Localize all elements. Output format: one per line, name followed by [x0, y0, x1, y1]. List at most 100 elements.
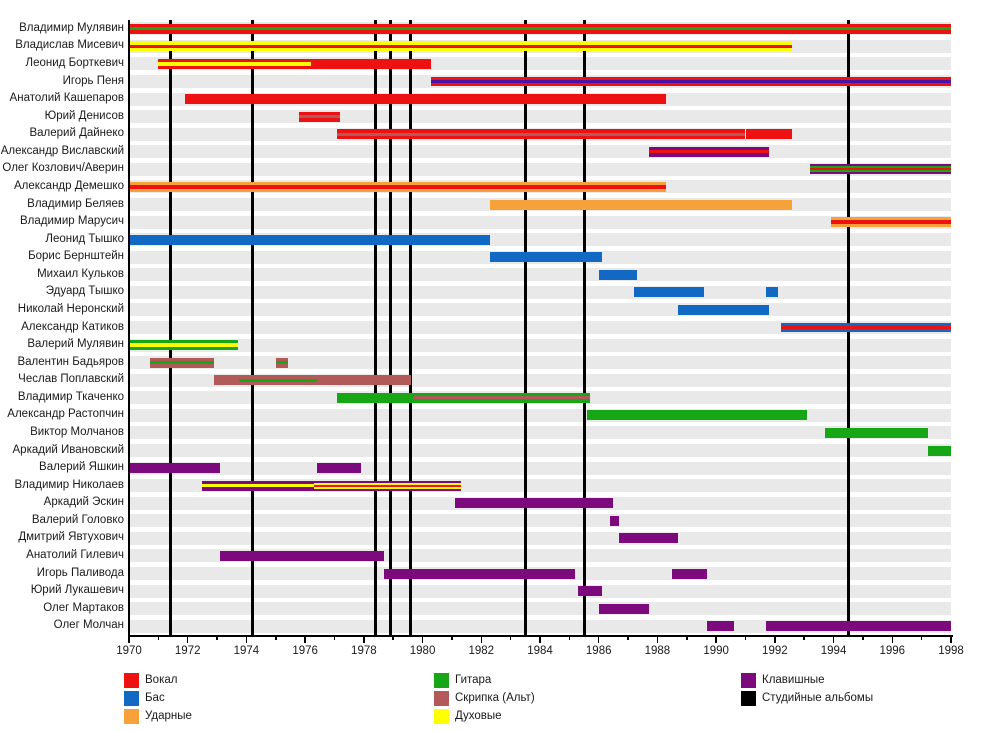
tenure-bar	[431, 76, 951, 87]
tenure-bar	[927, 445, 951, 456]
tenure-bar	[610, 515, 620, 526]
tenure-bar	[130, 181, 667, 192]
role-layer-vocal	[311, 58, 432, 69]
member-label: Александр Демешко	[13, 179, 124, 192]
tenure-bar	[810, 164, 951, 175]
minor-tick	[509, 637, 512, 640]
role-layer-vocal	[745, 129, 793, 140]
role-layer-keys	[384, 568, 576, 579]
role-layer-vocal	[130, 44, 793, 48]
minor-tick	[157, 637, 160, 640]
role-layer-keys	[313, 480, 461, 483]
tenure-bar	[824, 427, 928, 438]
tenure-bar	[648, 146, 769, 157]
tenure-bar	[337, 129, 746, 140]
role-layer-bass	[780, 329, 951, 333]
role-layer-guitar	[149, 360, 215, 365]
role-layer-bass	[130, 234, 491, 245]
role-layer-keys	[578, 586, 602, 597]
member-label: Аркадий Эскин	[43, 496, 124, 509]
member-label: Владимир Беляев	[27, 197, 124, 210]
minor-tick	[862, 637, 864, 640]
role-layer-strings	[299, 114, 341, 119]
minor-tick	[803, 637, 805, 640]
role-layer-vocal	[184, 94, 667, 105]
minor-tick	[392, 637, 394, 640]
row-band	[129, 356, 951, 370]
tenure-bar	[633, 287, 705, 298]
x-tick-label: 1976	[292, 645, 318, 657]
tenure-bar	[313, 480, 461, 491]
studio-album-line	[250, 20, 254, 635]
x-tick-label: 1970	[116, 645, 142, 657]
legend-label: Ударные	[145, 710, 192, 722]
role-layer-bass	[766, 287, 778, 298]
member-label: Валерий Головко	[31, 513, 124, 526]
legend-label: Студийные альбомы	[762, 692, 874, 704]
role-layer-vocal	[158, 58, 311, 63]
role-layer-drums	[130, 181, 667, 186]
major-tick	[186, 637, 189, 643]
role-layer-drums	[490, 199, 793, 210]
member-label: Олег Молчан	[53, 619, 124, 632]
x-tick-label: 1996	[879, 645, 906, 657]
tenure-bar	[454, 498, 614, 509]
role-layer-keys	[810, 164, 951, 167]
tenure-bar	[130, 234, 491, 245]
legend-label: Бас	[145, 692, 165, 704]
role-layer-wind	[130, 343, 238, 347]
role-layer-wind	[130, 41, 793, 45]
role-layer-vocal	[431, 76, 951, 80]
row-band	[129, 268, 951, 282]
tenure-bar	[130, 340, 238, 351]
studio-album-line	[582, 20, 586, 635]
minor-tick	[627, 637, 629, 640]
tenure-bar	[130, 463, 220, 474]
minor-tick	[216, 637, 218, 640]
member-label: Юрий Денисов	[44, 109, 124, 122]
tenure-bar	[184, 94, 667, 105]
tenure-bar	[214, 375, 240, 386]
major-tick	[363, 637, 365, 643]
tenure-bar	[766, 287, 778, 298]
role-layer-guitar	[275, 360, 288, 365]
member-label: Валерий Яшкин	[39, 461, 124, 474]
role-layer-vocal	[313, 484, 461, 487]
tenure-bar	[220, 550, 385, 561]
x-tick-label: 1982	[468, 645, 495, 657]
role-layer-guitar	[824, 427, 928, 438]
tenure-bar	[384, 568, 576, 579]
role-layer-strings	[316, 375, 411, 386]
role-layer-keys_dark	[431, 79, 951, 84]
role-layer-strings	[239, 375, 317, 379]
member-label: Юрий Лукашевич	[30, 584, 124, 597]
role-layer-keys	[202, 480, 314, 484]
member-label: Чеслав Поплавский	[18, 373, 124, 386]
role-layer-wind	[313, 486, 461, 489]
member-label: Борис Бернштейн	[28, 250, 124, 263]
tenure-bar	[490, 199, 793, 210]
row-band	[129, 338, 951, 352]
member-label: Леонид Тышко	[45, 232, 124, 245]
major-tick	[539, 637, 541, 643]
role-layer-keys	[454, 498, 614, 509]
role-layer-vocal	[830, 220, 951, 224]
member-label: Валерий Дайнеко	[29, 127, 124, 140]
minor-tick	[451, 637, 453, 640]
tenure-bar	[130, 23, 951, 34]
role-layer-drums	[830, 223, 951, 228]
role-layer-bass	[598, 269, 637, 280]
x-tick-label: 1974	[233, 645, 260, 657]
member-label: Игорь Паливода	[36, 566, 124, 579]
role-layer-drums	[130, 188, 667, 192]
role-layer-vocal	[337, 129, 746, 133]
x-axis-line	[127, 635, 953, 637]
role-layer-strings	[214, 375, 240, 386]
legend-swatch-strings	[434, 691, 449, 706]
role-layer-vocal	[299, 118, 341, 122]
tenure-bar	[745, 129, 793, 140]
role-layer-strings	[149, 357, 215, 361]
role-layer-wind	[313, 482, 461, 485]
role-layer-keys	[810, 172, 951, 175]
legend-label: Духовые	[455, 710, 502, 722]
